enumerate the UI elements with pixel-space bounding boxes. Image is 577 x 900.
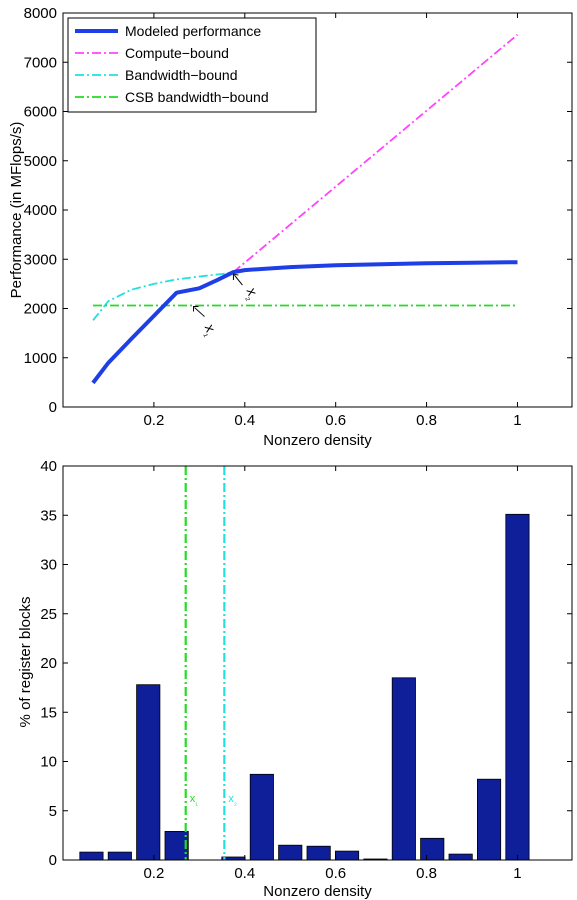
annotation-arrowhead bbox=[193, 306, 199, 312]
reference-line-label: x₁ bbox=[190, 793, 199, 807]
legend-label: Bandwidth−bound bbox=[125, 67, 238, 83]
annotation-arrowhead bbox=[232, 273, 239, 281]
y-tick-label: 6000 bbox=[24, 104, 57, 121]
x-tick-label: 0.2 bbox=[143, 865, 164, 882]
y-tick-label: 35 bbox=[40, 507, 57, 524]
y-tick-label: 8000 bbox=[24, 5, 57, 22]
y-tick-label: 20 bbox=[40, 655, 57, 672]
y-axis-label: Performance (in MFlops/s) bbox=[8, 122, 25, 299]
series-line-2 bbox=[92, 271, 234, 321]
x-axis-label: Nonzero density bbox=[263, 432, 372, 449]
y-tick-label: 1000 bbox=[24, 350, 57, 367]
series-line-0 bbox=[91, 260, 518, 385]
y-tick-label: 40 bbox=[40, 458, 57, 475]
bar bbox=[306, 845, 331, 861]
series-line-1 bbox=[232, 34, 519, 273]
bar bbox=[136, 684, 161, 861]
x-tick-label: 1 bbox=[513, 865, 521, 882]
x-axis-label: Nonzero density bbox=[263, 883, 372, 900]
x-tick-label: 0.4 bbox=[234, 412, 255, 429]
annotation-arrow bbox=[194, 307, 205, 317]
series-layer bbox=[91, 34, 519, 385]
y-tick-label: 30 bbox=[40, 557, 57, 574]
reference-lines: x₁ x₂ bbox=[184, 466, 237, 860]
bar bbox=[79, 851, 104, 861]
bar bbox=[107, 851, 132, 861]
bar bbox=[505, 513, 530, 861]
y-axis-label: % of register blocks bbox=[17, 597, 34, 728]
bar bbox=[249, 773, 274, 861]
bar bbox=[334, 850, 360, 861]
y-tick-label: 0 bbox=[49, 399, 57, 416]
legend-label: CSB bandwidth−bound bbox=[125, 89, 269, 105]
y-tick-label: 5 bbox=[49, 803, 57, 820]
bar bbox=[420, 837, 445, 861]
y-tick-label: 3000 bbox=[24, 251, 57, 268]
y-tick-label: 7000 bbox=[24, 54, 57, 71]
reference-line-label: x₂ bbox=[228, 793, 237, 807]
annotation-arrow bbox=[234, 274, 243, 286]
x-tick-label: 0.8 bbox=[416, 865, 437, 882]
y-tick-label: 5000 bbox=[24, 153, 57, 170]
bar-layer bbox=[79, 513, 530, 861]
x-tick-label: 0.2 bbox=[143, 412, 164, 429]
y-tick-label: 15 bbox=[40, 704, 57, 721]
x-tick-label: 0.6 bbox=[325, 865, 346, 882]
x-tick-label: 0.4 bbox=[234, 865, 255, 882]
y-tick-label: 4000 bbox=[24, 202, 57, 219]
x-tick-label: 1 bbox=[513, 412, 521, 429]
x-tick-label: 0.6 bbox=[325, 412, 346, 429]
tick-layer: 0.2 0.4 0.6 0.8 1 0 1000 2000 3000 4000 5000 6000 70… bbox=[24, 5, 572, 429]
y-tick-label: 0 bbox=[49, 852, 57, 869]
legend: Modeled performance Compute−bound Bandwidt… bbox=[67, 17, 317, 113]
y-tick-label: 25 bbox=[40, 606, 57, 623]
legend-label: Compute−bound bbox=[125, 45, 229, 61]
bar bbox=[476, 778, 502, 861]
x-tick-label: 0.8 bbox=[416, 412, 437, 429]
bar bbox=[391, 677, 416, 861]
bar bbox=[278, 844, 303, 861]
legend-label: Modeled performance bbox=[125, 23, 261, 39]
bar bbox=[448, 853, 473, 861]
y-tick-label: 2000 bbox=[24, 301, 57, 318]
y-tick-label: 10 bbox=[40, 754, 57, 771]
